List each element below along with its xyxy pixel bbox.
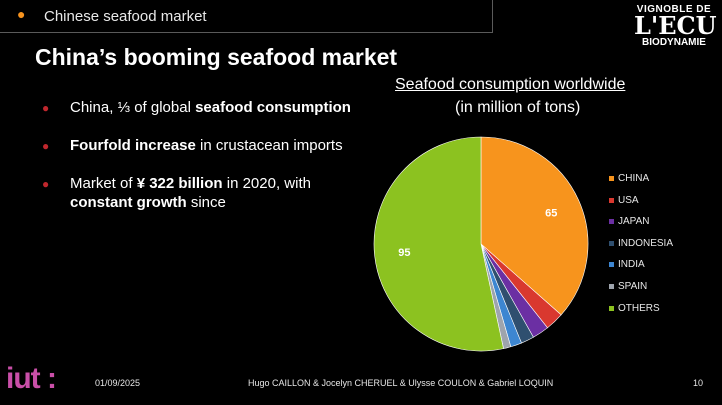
page-number: 10 bbox=[693, 378, 704, 388]
bullet-icon: ● bbox=[42, 177, 50, 191]
bullet-icon: ● bbox=[42, 139, 50, 153]
legend-label: INDIA bbox=[618, 259, 645, 271]
legend-item-india: INDIA bbox=[609, 259, 673, 281]
legend-label: SPAIN bbox=[618, 280, 648, 292]
legend-item-usa: USA bbox=[609, 195, 673, 217]
legend-label: USA bbox=[618, 194, 639, 206]
bullet-icon: ● bbox=[42, 101, 50, 115]
bullet-bold-text: constant growth bbox=[70, 194, 187, 211]
logo-line2: L'ECU bbox=[634, 11, 717, 40]
legend-swatch bbox=[609, 197, 614, 203]
legend-swatch bbox=[609, 176, 614, 181]
legend-label: CHINA bbox=[618, 173, 650, 184]
bullet-dot-icon: ● bbox=[17, 6, 26, 22]
legend-swatch bbox=[609, 219, 614, 225]
legend-swatch bbox=[609, 305, 614, 311]
brand-logo: VIGNOBLE DE L'ECU BIODYNAMIE bbox=[634, 4, 717, 48]
bullet-item: ● China, ⅓ of global seafood consumption bbox=[42, 98, 352, 117]
section-label: Chinese seafood market bbox=[44, 8, 207, 25]
legend-swatch bbox=[609, 262, 614, 268]
chart-title: Seafood consumption worldwide bbox=[395, 76, 626, 93]
chart-legend: CHINA USA JAPAN INDONESIA INDIA SPAIN OTHERS bbox=[609, 173, 673, 324]
legend-item-china: CHINA bbox=[609, 173, 673, 195]
logo-line3: BIODYNAMIE bbox=[642, 37, 706, 48]
legend-item-spain: SPAIN bbox=[609, 281, 673, 303]
footer-date: 01/09/2025 bbox=[95, 378, 141, 388]
legend-item-indonesia: INDONESIA bbox=[609, 238, 673, 260]
bullet-item: ● Fourfold increase in crustacean import… bbox=[42, 136, 352, 155]
bullet-item: ● Market of ¥ 322 billion in 2020, with … bbox=[42, 174, 352, 212]
pie-data-label: 65 bbox=[545, 207, 557, 219]
legend-item-others: OTHERS bbox=[609, 303, 673, 325]
pie-slice-china bbox=[480, 136, 589, 316]
section-header: ● Chinese seafood market bbox=[0, 0, 493, 33]
logo-line1: VIGNOBLE DE bbox=[636, 4, 712, 15]
bullet-text: in crustacean imports bbox=[195, 137, 343, 154]
legend-label: INDONESIA bbox=[618, 237, 674, 249]
bullet-text: since bbox=[186, 194, 226, 211]
bullet-text: Market of bbox=[70, 175, 137, 192]
bullet-bold-text: ¥ 322 billion bbox=[136, 175, 223, 192]
footer-authors: Hugo CAILLON & Jocelyn CHERUEL & Ulysse … bbox=[248, 378, 554, 388]
slide-title: China’s booming seafood market bbox=[35, 44, 398, 70]
iut-logo: iut : bbox=[6, 362, 57, 395]
legend-item-japan: JAPAN bbox=[609, 216, 673, 238]
legend-swatch bbox=[609, 283, 614, 289]
bullet-bold-text: seafood consumption bbox=[195, 99, 351, 116]
bullet-text: China, ⅓ of global bbox=[70, 99, 196, 116]
legend-label: OTHERS bbox=[618, 302, 660, 314]
bullet-list: ● China, ⅓ of global seafood consumption… bbox=[42, 98, 352, 231]
legend-label: JAPAN bbox=[618, 216, 650, 228]
pie-slice-others bbox=[373, 136, 504, 352]
chart-subtitle: (in million of tons) bbox=[455, 99, 581, 116]
pie-data-label: 95 bbox=[398, 247, 410, 259]
legend-swatch bbox=[609, 240, 614, 246]
bullet-bold-text: Fourfold increase bbox=[70, 137, 196, 154]
bullet-text: in 2020, with bbox=[222, 175, 311, 192]
